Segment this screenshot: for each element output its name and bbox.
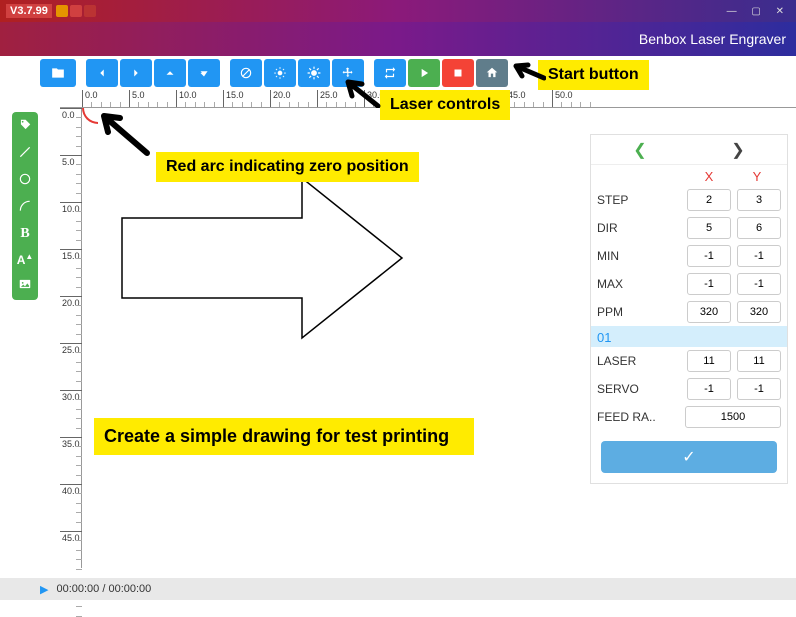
settings-label: SERVO	[597, 382, 681, 396]
arrow-drawing[interactable]	[112, 168, 412, 348]
version-label: V3.7.99	[6, 4, 52, 18]
ruler-h-tick: 5.0	[129, 90, 145, 108]
settings-label: PPM	[597, 305, 681, 319]
settings-next-button[interactable]: ❯	[689, 135, 787, 164]
feed-rate-label: FEED RA..	[597, 410, 679, 424]
app-title: Benbox Laser Engraver	[639, 31, 786, 47]
settings-prev-button[interactable]: ❮	[591, 135, 689, 164]
settings-row-ppm: PPM	[591, 298, 787, 326]
side-toolbar: B A▲	[12, 112, 38, 300]
confirm-button[interactable]: ✓	[601, 441, 777, 473]
settings-label: MIN	[597, 249, 681, 263]
image-tool[interactable]	[18, 277, 32, 294]
start-button[interactable]	[408, 59, 440, 87]
settings-row-step: STEP	[591, 186, 787, 214]
circle-tool[interactable]	[18, 172, 32, 189]
nav-right-button[interactable]	[120, 59, 152, 87]
appbar: Benbox Laser Engraver	[0, 22, 796, 56]
settings-x-input[interactable]	[687, 189, 731, 211]
settings-label: DIR	[597, 221, 681, 235]
stop-button[interactable]	[442, 59, 474, 87]
settings-label: LASER	[597, 354, 681, 368]
feed-rate-row: FEED RA..	[591, 403, 787, 431]
settings-row-max: MAX	[591, 270, 787, 298]
nav-down-button[interactable]	[188, 59, 220, 87]
settings-y-input[interactable]	[737, 217, 781, 239]
main-toolbar	[0, 56, 796, 90]
settings-panel: ❮ ❯ X Y STEPDIRMINMAXPPM 0 1 LASERSERVO …	[590, 134, 788, 484]
pointer-arrow-3	[510, 62, 546, 82]
annotation-start: Start button	[538, 60, 649, 90]
status-play-icon[interactable]: ▶	[40, 583, 48, 596]
laser-low-button[interactable]	[264, 59, 296, 87]
settings-x-input[interactable]	[687, 245, 731, 267]
bold-text-tool[interactable]: B	[20, 226, 29, 242]
laser-off-button[interactable]	[230, 59, 262, 87]
titlebar-indicators	[56, 5, 98, 17]
settings-label: STEP	[597, 193, 681, 207]
laser-high-button[interactable]	[298, 59, 330, 87]
tag-tool[interactable]	[18, 118, 32, 135]
settings-y-input[interactable]	[737, 301, 781, 323]
settings-y-input[interactable]	[737, 245, 781, 267]
home-button[interactable]	[476, 59, 508, 87]
curve-tool[interactable]	[18, 199, 32, 216]
settings-x-input[interactable]	[687, 378, 731, 400]
settings-row-min: MIN	[591, 242, 787, 270]
ruler-vertical: 0.05.010.015.020.025.030.035.040.045.050…	[60, 108, 82, 568]
settings-y-input[interactable]	[737, 273, 781, 295]
settings-label: MAX	[597, 277, 681, 291]
settings-header-xy: X Y	[591, 165, 787, 186]
line-tool[interactable]	[18, 145, 32, 162]
open-button[interactable]	[40, 59, 76, 87]
settings-header-01: 0 1	[591, 326, 787, 347]
status-time: 00:00:00 / 00:00:00	[56, 583, 151, 595]
settings-x-input[interactable]	[687, 301, 731, 323]
settings-row-laser: LASER	[591, 347, 787, 375]
ruler-h-tick: 0.0	[82, 90, 98, 108]
nav-up-button[interactable]	[154, 59, 186, 87]
nav-left-button[interactable]	[86, 59, 118, 87]
titlebar: V3.7.99 — ▢ ✕	[0, 0, 796, 22]
annotation-zero: Red arc indicating zero position	[156, 152, 419, 182]
annotation-create: Create a simple drawing for test printin…	[94, 418, 474, 455]
statusbar: ▶ 00:00:00 / 00:00:00	[0, 578, 796, 600]
settings-x-input[interactable]	[687, 273, 731, 295]
settings-x-input[interactable]	[687, 217, 731, 239]
settings-y-input[interactable]	[737, 378, 781, 400]
annotation-laser: Laser controls	[380, 90, 510, 120]
settings-row-dir: DIR	[591, 214, 787, 242]
feed-rate-input[interactable]	[685, 406, 781, 428]
pointer-arrow-1	[92, 108, 152, 158]
pointer-arrow-2	[338, 78, 382, 108]
window-controls[interactable]: — ▢ ✕	[727, 6, 790, 17]
settings-x-input[interactable]	[687, 350, 731, 372]
settings-y-input[interactable]	[737, 189, 781, 211]
settings-y-input[interactable]	[737, 350, 781, 372]
settings-row-servo: SERVO	[591, 375, 787, 403]
text-tool[interactable]: A▲	[17, 252, 34, 267]
